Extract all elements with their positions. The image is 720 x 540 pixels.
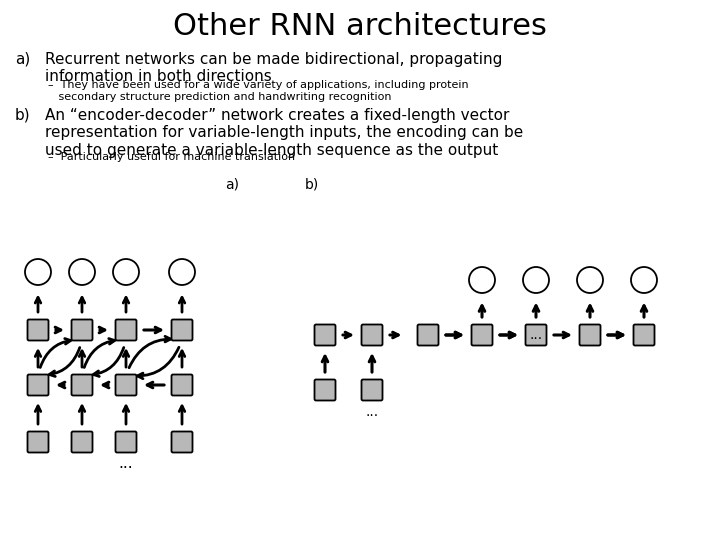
FancyBboxPatch shape bbox=[418, 325, 438, 346]
Text: a): a) bbox=[225, 178, 239, 192]
FancyBboxPatch shape bbox=[315, 325, 336, 346]
FancyBboxPatch shape bbox=[315, 380, 336, 401]
FancyBboxPatch shape bbox=[472, 325, 492, 346]
Text: Recurrent networks can be made bidirectional, propagating
information in both di: Recurrent networks can be made bidirecti… bbox=[45, 52, 503, 84]
Circle shape bbox=[69, 259, 95, 285]
FancyBboxPatch shape bbox=[115, 431, 137, 453]
FancyBboxPatch shape bbox=[634, 325, 654, 346]
Text: Other RNN architectures: Other RNN architectures bbox=[173, 12, 547, 41]
Circle shape bbox=[113, 259, 139, 285]
FancyBboxPatch shape bbox=[115, 320, 137, 341]
FancyBboxPatch shape bbox=[171, 431, 192, 453]
Text: ...: ... bbox=[529, 328, 543, 342]
FancyBboxPatch shape bbox=[526, 325, 546, 346]
Text: ...: ... bbox=[119, 456, 133, 471]
FancyBboxPatch shape bbox=[171, 375, 192, 395]
Text: a): a) bbox=[15, 52, 30, 67]
FancyBboxPatch shape bbox=[27, 431, 48, 453]
FancyBboxPatch shape bbox=[71, 431, 92, 453]
FancyBboxPatch shape bbox=[580, 325, 600, 346]
FancyBboxPatch shape bbox=[27, 375, 48, 395]
FancyBboxPatch shape bbox=[71, 320, 92, 341]
Circle shape bbox=[25, 259, 51, 285]
Circle shape bbox=[577, 267, 603, 293]
Text: b): b) bbox=[15, 108, 31, 123]
FancyBboxPatch shape bbox=[361, 325, 382, 346]
FancyBboxPatch shape bbox=[27, 320, 48, 341]
Text: –  They have been used for a wide variety of applications, including protein
   : – They have been used for a wide variety… bbox=[48, 80, 469, 102]
Circle shape bbox=[523, 267, 549, 293]
Text: b): b) bbox=[305, 178, 319, 192]
Text: ...: ... bbox=[366, 404, 379, 418]
Text: An “encoder-decoder” network creates a fixed-length vector
representation for va: An “encoder-decoder” network creates a f… bbox=[45, 108, 523, 158]
FancyBboxPatch shape bbox=[115, 375, 137, 395]
FancyBboxPatch shape bbox=[71, 375, 92, 395]
FancyBboxPatch shape bbox=[361, 380, 382, 401]
Circle shape bbox=[169, 259, 195, 285]
Circle shape bbox=[469, 267, 495, 293]
Circle shape bbox=[631, 267, 657, 293]
Text: –  Particularly useful for machine translation: – Particularly useful for machine transl… bbox=[48, 152, 295, 162]
FancyBboxPatch shape bbox=[171, 320, 192, 341]
